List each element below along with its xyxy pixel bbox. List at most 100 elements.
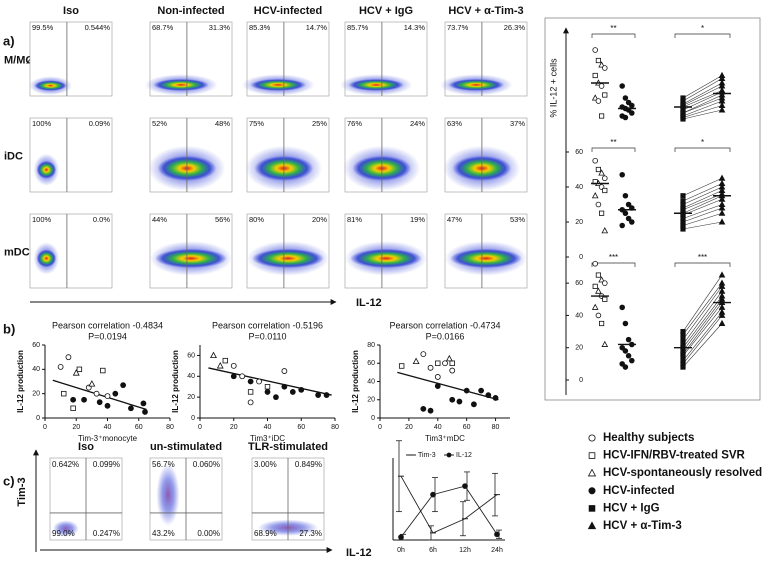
data-point [72, 369, 80, 376]
column-header: Iso [78, 441, 94, 453]
data-point [485, 392, 492, 399]
density-blob [36, 160, 57, 179]
y-axis-label: IL-12 production [351, 350, 360, 413]
data-point [420, 351, 427, 358]
data-point [595, 57, 601, 64]
y-tick-label: 60 [575, 149, 583, 156]
pair-line [682, 323, 723, 368]
quadrant-label: 20% [312, 215, 327, 224]
data-point [57, 363, 64, 370]
quadrant-label: 3.00% [254, 460, 277, 469]
quadrant-label: 0.544% [85, 23, 111, 32]
data-point [273, 394, 279, 401]
data-point [100, 367, 106, 374]
x-tick-label: 12h [459, 547, 471, 554]
y-tick-label: 40 [32, 366, 40, 373]
y-tick-label: 40 [367, 378, 375, 385]
pair-line [682, 177, 723, 197]
data-point [210, 351, 217, 359]
data-point [427, 364, 434, 371]
density-blob [449, 248, 523, 269]
data-point [140, 400, 147, 407]
data-point [619, 83, 625, 89]
quadrant-label: 48% [215, 119, 230, 128]
data-point [592, 72, 598, 79]
x-tick-label: 20 [405, 424, 413, 431]
data-point [599, 210, 605, 216]
data-point [323, 392, 330, 398]
quadrant-label: 24% [410, 119, 425, 128]
y-tick-label: 20 [187, 394, 195, 401]
axis-label: IL-12 [346, 547, 372, 559]
data-point [602, 296, 608, 302]
density-blob [156, 463, 180, 527]
data-point [595, 166, 601, 173]
data-point [629, 219, 635, 225]
quadrant-label: 0.099% [93, 460, 120, 469]
data-point [281, 368, 288, 374]
legend-label: HCV-spontaneously resolved [603, 467, 762, 479]
data-point [591, 192, 599, 199]
data-point [602, 187, 608, 194]
data-point [70, 396, 77, 403]
data-point [595, 287, 602, 294]
data-point [222, 357, 229, 364]
density-blob [448, 78, 505, 91]
data-point [599, 320, 605, 327]
data-point [315, 392, 322, 398]
quadrant-label: 81% [347, 215, 362, 224]
panel-frame [544, 17, 761, 401]
significance-label: ** [610, 24, 616, 33]
pair-line [682, 221, 723, 230]
data-point [462, 483, 468, 490]
data-point [622, 114, 629, 121]
data-point [598, 169, 605, 176]
quadrant-label: 26.3% [504, 23, 526, 32]
data-point [298, 386, 305, 393]
legend-label: HCV-IFN/RBV-treated SVR [603, 450, 746, 462]
x-tick-label: 20 [72, 424, 80, 431]
data-point [427, 407, 434, 414]
column-header: HCV-infected [254, 5, 322, 17]
pair-line [682, 299, 723, 352]
data-point [247, 389, 254, 395]
p-value: P=0.0110 [248, 331, 286, 341]
data-point [619, 361, 625, 367]
y-tick-label: 60 [367, 360, 375, 367]
pair-line [682, 212, 723, 226]
pair-line [682, 207, 723, 223]
data-point [434, 383, 441, 389]
x-tick-label: 0 [198, 424, 202, 431]
pair-line [682, 190, 723, 209]
x-tick-label: 24h [491, 547, 503, 554]
x-tick-label: 0 [378, 424, 382, 431]
data-point [449, 367, 456, 374]
pair-line [682, 291, 723, 345]
data-point [619, 344, 625, 351]
pair-line [682, 282, 723, 335]
pair-line [682, 204, 723, 219]
data-point [247, 378, 254, 385]
quadrant-label: 0.00% [197, 529, 220, 538]
density-blob [348, 78, 405, 91]
y-tick-label: 0 [36, 415, 40, 422]
x-tick-label: 80 [331, 424, 339, 431]
data-point [104, 393, 111, 400]
column-header: un-stimulated [150, 441, 222, 453]
quadrant-label: 43.2% [152, 529, 175, 538]
quadrant-label: 68.9% [254, 529, 277, 538]
data-point [595, 272, 601, 278]
column-header: HCV + IgG [359, 5, 413, 17]
quadrant-label: 100% [32, 119, 52, 128]
pair-line [682, 97, 723, 114]
trend-line [208, 367, 332, 396]
data-point [680, 332, 686, 338]
data-point [81, 396, 87, 403]
legend-marker [588, 487, 596, 495]
data-point [216, 362, 224, 369]
data-point [463, 387, 470, 394]
column-header: Iso [63, 5, 79, 17]
data-point [622, 192, 629, 199]
data-point [96, 399, 103, 406]
